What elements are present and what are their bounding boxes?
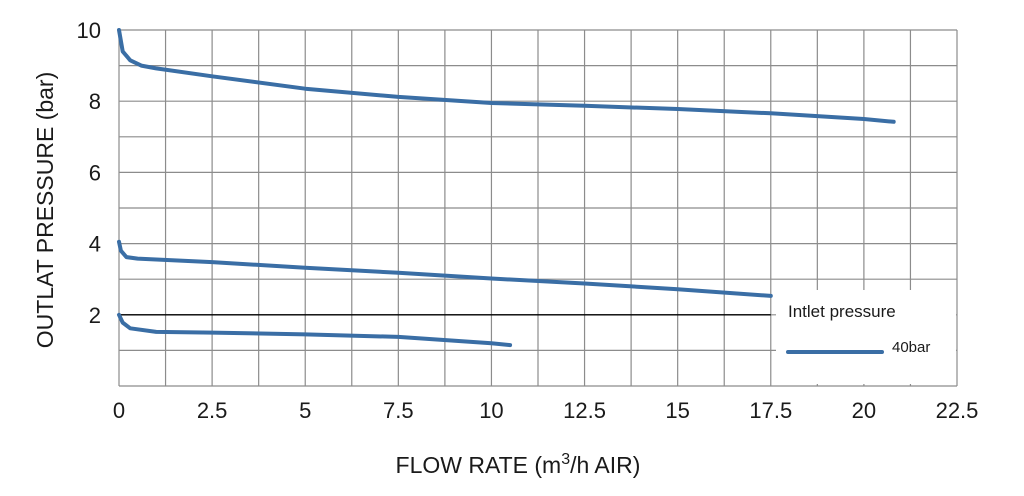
series-group bbox=[117, 28, 896, 348]
x-tick-label: 2.5 bbox=[197, 398, 228, 423]
legend-background bbox=[776, 290, 956, 384]
y-axis-title: OUTLAT PRESSURE (bar) bbox=[32, 72, 58, 348]
x-tick-label: 10 bbox=[479, 398, 503, 423]
y-tick-label: 2 bbox=[89, 303, 101, 328]
x-tick-label: 17.5 bbox=[749, 398, 792, 423]
series-line-3 bbox=[117, 312, 513, 348]
y-tick-label: 6 bbox=[89, 160, 101, 185]
x-axis-title-sup: 3 bbox=[561, 451, 570, 468]
x-tick-label: 15 bbox=[665, 398, 689, 423]
x-tick-label: 5 bbox=[299, 398, 311, 423]
x-axis-title: FLOW RATE (m3/h AIR) bbox=[396, 451, 641, 478]
x-axis-title-main: FLOW RATE (m bbox=[396, 452, 562, 478]
legend: Intlet pressure 40bar bbox=[776, 290, 956, 384]
x-tick-label: 22.5 bbox=[936, 398, 979, 423]
x-tick-label: 0 bbox=[113, 398, 125, 423]
legend-title: Intlet pressure bbox=[788, 302, 896, 321]
x-tick-label: 7.5 bbox=[383, 398, 414, 423]
y-tick-labels: 2 4 6 8 10 bbox=[77, 18, 101, 328]
x-axis-title-tail: /h AIR) bbox=[570, 452, 640, 478]
x-tick-labels: 0 2.5 5 7.5 10 12.5 15 17.5 20 22.5 bbox=[113, 398, 979, 423]
y-tick-label: 4 bbox=[89, 232, 101, 257]
legend-label: 40bar bbox=[892, 339, 930, 356]
series-line-1 bbox=[117, 28, 896, 124]
series-line-2 bbox=[117, 239, 773, 298]
x-tick-label: 12.5 bbox=[563, 398, 606, 423]
y-tick-label: 10 bbox=[77, 18, 101, 43]
y-tick-label: 8 bbox=[89, 89, 101, 114]
x-tick-label: 20 bbox=[852, 398, 876, 423]
